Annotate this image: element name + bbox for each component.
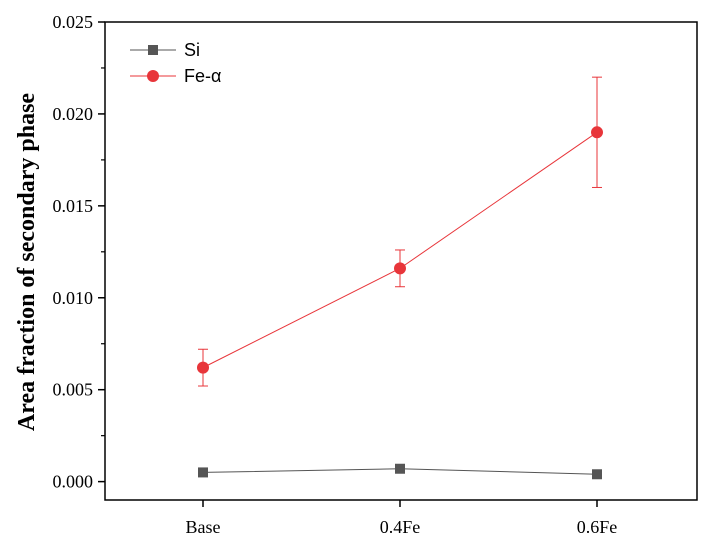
y-tick-label: 0.005 xyxy=(53,380,94,400)
data-point xyxy=(592,469,602,480)
y-tick-label: 0.015 xyxy=(53,196,94,216)
series-fe- xyxy=(197,76,603,387)
legend-label: Si xyxy=(184,40,200,60)
x-tick-label: Base xyxy=(186,517,221,537)
y-tick-label: 0.010 xyxy=(53,288,94,308)
plot-frame xyxy=(104,21,698,501)
x-tick-label: 0.6Fe xyxy=(577,517,618,537)
data-point xyxy=(394,262,406,275)
data-point xyxy=(197,361,209,374)
data-point xyxy=(198,467,208,478)
y-tick-label: 0.000 xyxy=(53,472,94,492)
y-axis-title: Area fraction of secondary phase xyxy=(14,93,40,432)
series-si xyxy=(198,463,602,480)
y-tick-label: 0.020 xyxy=(53,104,94,124)
data-point xyxy=(591,126,603,139)
series-layer xyxy=(197,76,603,480)
axes-group: 0.000 0.005 0.010 0.015 0.020 0.025 Base 0.4Fe 0… xyxy=(53,12,698,537)
legend-marker xyxy=(147,70,159,82)
y-tick-label: 0.025 xyxy=(53,12,94,32)
legend-marker xyxy=(148,45,158,55)
x-tick-label: 0.4Fe xyxy=(380,517,421,537)
legend: Si Fe-α xyxy=(130,40,221,86)
legend-label: Fe-α xyxy=(184,66,221,86)
data-point xyxy=(395,463,405,474)
